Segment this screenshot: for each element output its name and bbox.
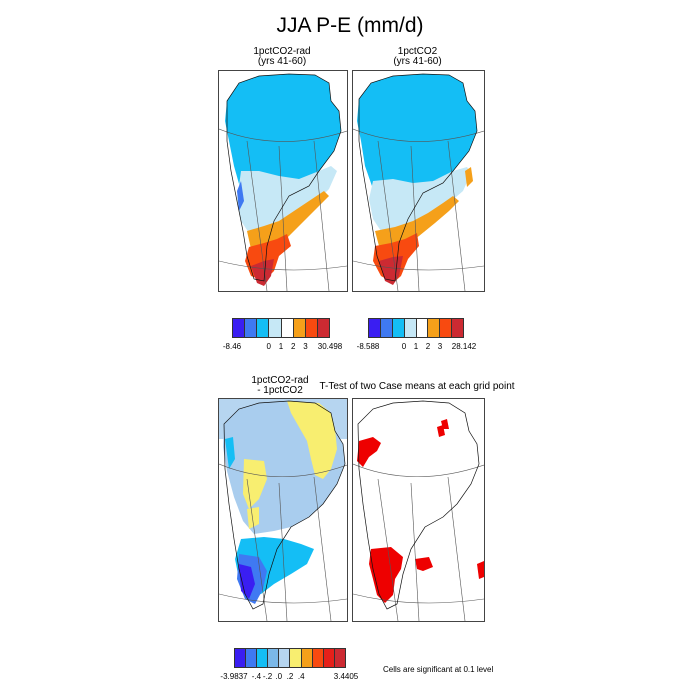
graticule-p2 (353, 128, 484, 291)
colorbar-1-label: 3 (303, 342, 308, 351)
map-panel-3 (218, 398, 348, 622)
map-panel-2-svg (353, 73, 484, 291)
cb1-swatch-6 (305, 319, 318, 337)
panel-3-title: 1pctCO2-rad - 1pctCO2 (251, 375, 309, 396)
colorbar-3-swatches (234, 648, 346, 668)
colorbar-2-swatches (368, 318, 464, 338)
map-panel-1-svg (219, 73, 347, 291)
greenland-field-p1 (225, 74, 341, 286)
colorbar-2-label: 3 (437, 342, 443, 351)
coastline-p4 (357, 400, 480, 610)
cb2-swatch-0 (369, 319, 381, 337)
colorbar-1: -8.46 0 1 2 3 30.498 (223, 318, 342, 351)
colorbar-3-label: -.4 (251, 672, 262, 681)
colorbar-2: -8.588 0 1 2 3 28.142 (357, 318, 476, 351)
cb3-swatch-1 (246, 649, 258, 667)
cb3-swatch-5 (290, 649, 302, 667)
cb2-swatch-3 (404, 319, 417, 337)
colorbar-3-label: -.2 (262, 672, 273, 681)
colorbar-1-label: 1 (278, 342, 284, 351)
coastline-p1 (226, 73, 342, 282)
map-panel-1 (218, 70, 348, 292)
colorbar-3-label: .2 (286, 672, 294, 681)
cb1-swatch-4 (281, 319, 294, 337)
colorbar-2-label: 0 (401, 342, 407, 351)
map-panel-4-svg (353, 400, 484, 621)
graticule-p3 (219, 463, 347, 621)
cb3-swatch-2 (257, 649, 269, 667)
significance-note: Cells are significant at 0.1 level (383, 665, 494, 674)
colorbar-1-label: 30.498 (317, 342, 343, 351)
cb3-swatch-9 (334, 649, 345, 667)
cb3-swatch-4 (279, 649, 291, 667)
cb2-swatch-7 (452, 319, 463, 337)
greenland-field-p3 (223, 401, 345, 604)
figure-title: JJA P-E (mm/d) (276, 14, 424, 37)
cb3-swatch-6 (301, 649, 313, 667)
colorbar-2-label: -8.588 (356, 342, 380, 351)
colorbar-2-label: 1 (413, 342, 419, 351)
panel-4-title: T-Test of two Case means at each grid po… (319, 381, 515, 392)
colorbar-1-label: 2 (291, 342, 296, 351)
map-panel-2 (352, 70, 485, 292)
cb1-swatch-0 (233, 319, 246, 337)
colorbar-3-label: -3.9837 (220, 672, 248, 681)
colorbar-3-label: .0 (275, 672, 283, 681)
graticule-p4 (353, 463, 484, 621)
colorbar-1-swatches (232, 318, 330, 338)
greenland-field-p2 (357, 74, 477, 285)
cb1-swatch-5 (293, 319, 306, 337)
map-panel-4 (352, 398, 485, 622)
colorbar-1-label: 0 (266, 342, 271, 351)
cb1-swatch-3 (269, 319, 282, 337)
cb2-swatch-2 (392, 319, 405, 337)
cb3-swatch-0 (235, 649, 247, 667)
colorbar-3: -3.9837 -.4 -.2 .0 .2 .4 3.4405 (220, 648, 358, 681)
cb3-swatch-7 (312, 649, 324, 667)
colorbar-3-label: .4 (297, 672, 305, 681)
cb1-swatch-1 (245, 319, 258, 337)
cb2-swatch-1 (380, 319, 393, 337)
cb3-swatch-8 (323, 649, 335, 667)
cb1-swatch-7 (317, 319, 329, 337)
graticule-p1 (219, 128, 347, 291)
coastline-p3 (223, 400, 346, 610)
panel-2-title: 1pctCO2 (yrs 41-60) (393, 46, 442, 67)
coastline-p2 (358, 73, 478, 282)
colorbar-2-label: 2 (425, 342, 431, 351)
cb2-swatch-4 (416, 319, 429, 337)
colorbar-3-label: 3.4405 (333, 672, 359, 681)
colorbar-1-label: -8.46 (222, 342, 242, 351)
map-panel-3-svg (219, 399, 347, 621)
cb3-swatch-3 (268, 649, 280, 667)
cb2-swatch-6 (440, 319, 453, 337)
cb2-swatch-5 (428, 319, 441, 337)
cb1-swatch-2 (257, 319, 270, 337)
colorbar-2-label: 28.142 (451, 342, 477, 351)
panel-1-title: 1pctCO2-rad (yrs 41-60) (253, 46, 311, 67)
significant-cells-p4 (357, 419, 484, 603)
